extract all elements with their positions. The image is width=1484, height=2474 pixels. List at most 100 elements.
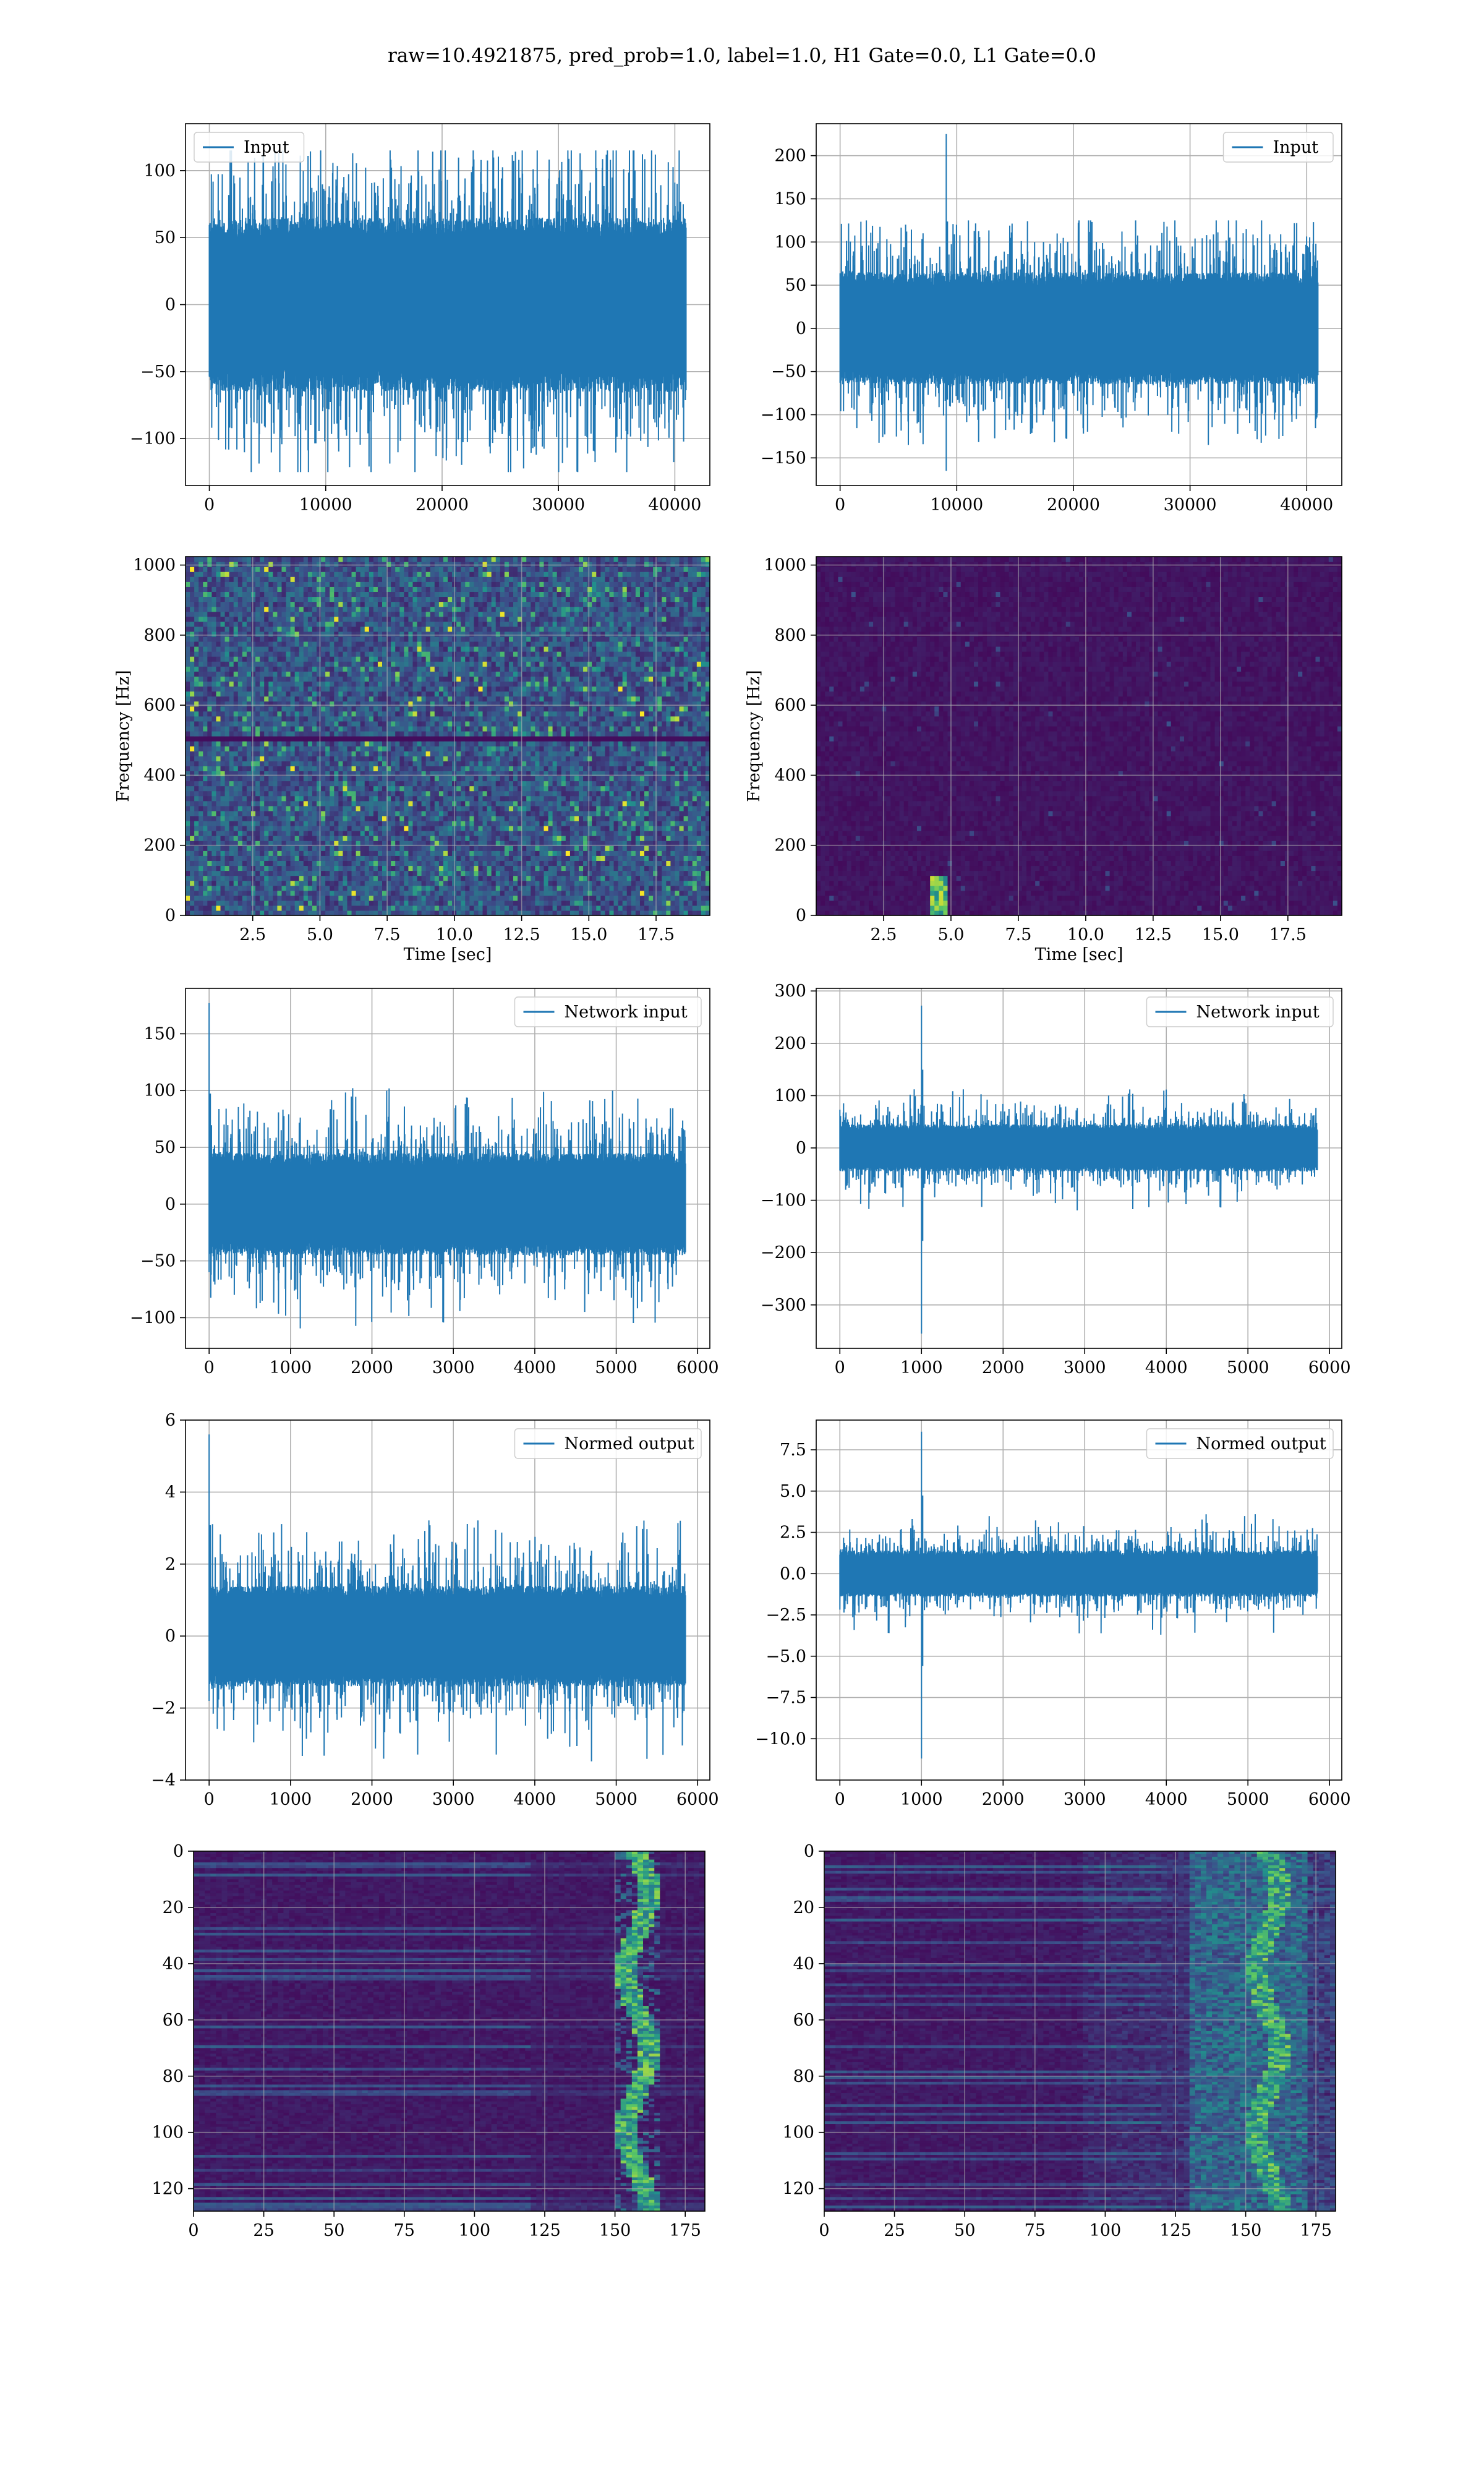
heatmap-cell — [338, 896, 343, 901]
heatmap-cell — [474, 836, 479, 841]
heatmap-cell — [426, 881, 431, 886]
heatmap-cell — [352, 901, 357, 906]
heatmap-cell — [701, 845, 706, 851]
heatmap-cell — [347, 865, 352, 871]
heatmap-cell — [469, 831, 474, 836]
heatmap-cell — [443, 865, 448, 871]
heatmap-cell — [505, 850, 510, 856]
heatmap-cell — [369, 881, 374, 886]
heatmap-cell — [312, 905, 317, 911]
heatmap-cell — [693, 860, 697, 866]
heatmap-cell — [203, 886, 208, 891]
heatmap-cell — [255, 871, 260, 876]
heatmap-cell — [535, 865, 540, 871]
heatmap-cell — [688, 871, 693, 876]
heatmap-cell — [238, 901, 243, 906]
heatmap-cell — [600, 865, 605, 871]
heatmap-cell — [653, 871, 658, 876]
heatmap-cell — [404, 831, 409, 836]
heatmap-cell — [666, 881, 671, 886]
heatmap-cell — [640, 845, 645, 851]
heatmap-cell — [352, 821, 357, 826]
heatmap-cell — [360, 901, 365, 906]
heatmap-cell — [330, 845, 335, 851]
heatmap-cell — [408, 901, 413, 906]
heatmap-cell — [291, 891, 296, 896]
heatmap-cell — [649, 905, 654, 911]
heatmap-cell — [190, 886, 195, 891]
heatmap-cell — [378, 826, 383, 831]
heatmap-cell — [483, 826, 488, 831]
heatmap-cell — [198, 901, 203, 906]
heatmap-cell — [186, 871, 190, 876]
heatmap-cell — [343, 896, 348, 901]
heatmap-cell — [304, 896, 309, 901]
heatmap-cell — [286, 826, 291, 831]
heatmap-cell — [684, 826, 689, 831]
heatmap-cell — [422, 831, 427, 836]
heatmap-cell — [408, 826, 413, 831]
heatmap-cell — [216, 881, 221, 886]
heatmap-cell — [526, 876, 531, 881]
heatmap-cell — [596, 865, 601, 871]
heatmap-cell — [587, 845, 592, 851]
heatmap-cell — [255, 826, 260, 831]
heatmap-cell — [539, 831, 544, 836]
x-tick-label: 0 — [835, 495, 845, 515]
heatmap-cell — [670, 886, 675, 891]
heatmap-cell — [417, 896, 422, 901]
heatmap-cell — [443, 901, 448, 906]
heatmap-cell — [539, 871, 544, 876]
heatmap-cell — [251, 821, 256, 826]
heatmap-cell — [657, 896, 662, 901]
heatmap-cell — [605, 831, 610, 836]
heatmap-cell — [356, 901, 361, 906]
heatmap-cell — [670, 836, 675, 841]
heatmap-cell — [544, 860, 548, 866]
heatmap-cell — [492, 855, 497, 861]
heatmap-cell — [221, 855, 226, 861]
heatmap-cell — [579, 850, 584, 856]
heatmap-cell — [653, 865, 658, 871]
heatmap-cell — [693, 905, 697, 911]
heatmap-cell — [234, 871, 239, 876]
heatmap-cell — [662, 855, 667, 861]
heatmap-cell — [225, 826, 230, 831]
heatmap-cell — [688, 901, 693, 906]
heatmap-cell — [408, 850, 413, 856]
heatmap-cell — [487, 871, 492, 876]
heatmap-cell — [426, 831, 431, 836]
heatmap-cell — [640, 831, 645, 836]
heatmap-cell — [207, 816, 212, 821]
heatmap-cell — [649, 865, 654, 871]
heatmap-cell — [693, 886, 697, 891]
heatmap-cell — [352, 860, 357, 866]
heatmap-cell — [469, 836, 474, 841]
heatmap-cell — [186, 891, 190, 896]
heatmap-cell — [487, 860, 492, 866]
heatmap-cell — [190, 826, 195, 831]
heatmap-cell — [417, 831, 422, 836]
heatmap-cell — [448, 886, 453, 891]
heatmap-cell — [291, 896, 296, 901]
heatmap-cell — [483, 836, 488, 841]
heatmap-cell — [194, 860, 199, 866]
heatmap-cell — [234, 860, 239, 866]
heatmap-cell — [609, 886, 614, 891]
heatmap-cell — [465, 865, 470, 871]
heatmap-cell — [234, 876, 239, 881]
heatmap-cell — [496, 891, 501, 896]
heatmap-cell — [422, 881, 427, 886]
heatmap-cell — [684, 855, 689, 861]
heatmap-cell — [535, 850, 540, 856]
heatmap-cell — [697, 821, 702, 826]
heatmap-cell — [299, 845, 304, 851]
heatmap-cell — [618, 850, 623, 856]
heatmap-cell — [207, 826, 212, 831]
heatmap-cell — [186, 886, 190, 891]
heatmap-cell — [574, 836, 579, 841]
heatmap-cell — [448, 855, 453, 861]
heatmap-cell — [356, 845, 361, 851]
heatmap-cell — [561, 871, 566, 876]
heatmap-cell — [579, 826, 584, 831]
